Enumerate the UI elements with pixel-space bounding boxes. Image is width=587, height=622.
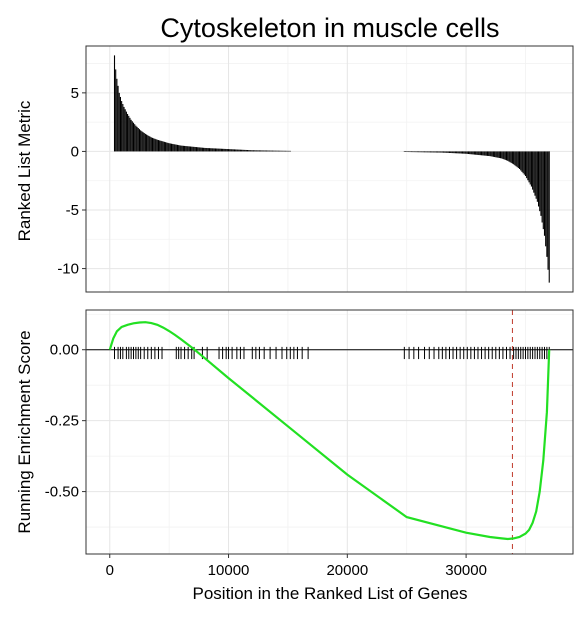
y-tick-label: 5 <box>71 85 79 102</box>
x-tick-label: 0 <box>106 562 114 579</box>
y-tick-label: 0 <box>71 143 79 160</box>
y-tick-label: -5 <box>66 202 79 219</box>
x-axis-label: Position in the Ranked List of Genes <box>193 584 468 603</box>
ranked-metric-y-axis-label: Ranked List Metric <box>15 100 34 241</box>
y-tick-label: -0.25 <box>45 413 79 430</box>
gene-hit-markers <box>114 346 550 360</box>
y-tick-label: 0.00 <box>50 342 79 359</box>
enrichment-score-panel-border <box>85 309 574 555</box>
ranked-metric-panel-border <box>85 45 574 293</box>
y-tick-label: -10 <box>57 261 79 278</box>
enrichment-score-panel: 0.00 -0.25 -0.50 0 10000 20000 30000 <box>45 309 574 579</box>
running-enrichment-score-line <box>108 321 551 541</box>
chart-title: Cytoskeleton in muscle cells <box>160 13 499 43</box>
y-tick-label: -0.50 <box>45 484 79 501</box>
ranked-metric-panel: 5 0 -5 -10 <box>57 45 574 293</box>
ranked-metric-bars <box>113 55 550 283</box>
x-tick-label: 30000 <box>445 562 487 579</box>
enrichment-score-y-axis-label: Running Enrichment Score <box>15 330 34 533</box>
x-tick-label: 20000 <box>326 562 368 579</box>
x-tick-label: 10000 <box>208 562 250 579</box>
